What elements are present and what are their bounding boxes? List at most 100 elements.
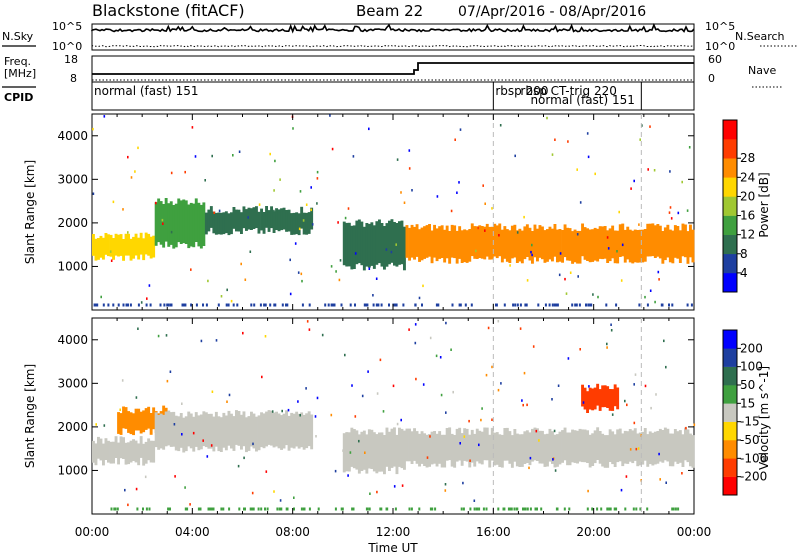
band-0-cell xyxy=(144,441,148,464)
band-1-cell xyxy=(149,413,153,435)
near-range-point xyxy=(553,303,556,307)
scatter-point xyxy=(121,379,124,382)
band-2-cell xyxy=(292,212,296,235)
near-range-point xyxy=(352,507,355,511)
near-range-point xyxy=(95,303,98,307)
near-range-point xyxy=(435,303,438,307)
band-4-cell xyxy=(415,431,419,464)
near-range-point xyxy=(529,507,532,511)
scatter-point xyxy=(677,211,680,215)
band-2-cell xyxy=(219,212,223,235)
scatter-point xyxy=(644,384,647,388)
scatter-point xyxy=(552,458,554,461)
band-5-cell xyxy=(588,387,592,410)
near-range-point xyxy=(243,507,245,511)
band-2-cell xyxy=(270,206,273,229)
scatter-point xyxy=(372,294,374,297)
scatter-point xyxy=(408,328,410,331)
band-3-cell xyxy=(345,432,349,472)
band-4-cell xyxy=(473,226,477,259)
band-0-cell xyxy=(142,443,146,466)
scatter-point xyxy=(414,323,417,326)
band-4-cell xyxy=(505,427,509,461)
band-3-cell xyxy=(362,226,366,271)
band-4-cell xyxy=(443,434,447,468)
band-1-cell xyxy=(127,411,130,433)
band-3-cell xyxy=(360,431,364,471)
scatter-point xyxy=(665,365,667,369)
velocity-colorbar-tick-label: 200 xyxy=(740,341,763,355)
scatter-point xyxy=(192,431,195,435)
scatter-point xyxy=(658,278,660,281)
band-4-cell xyxy=(603,435,607,468)
band-2-cell xyxy=(214,411,218,447)
power-colorbar-tick-label: 24 xyxy=(740,170,755,184)
band-4-cell xyxy=(628,229,632,263)
band-1-cell xyxy=(189,202,193,247)
band-4-cell xyxy=(413,428,416,461)
xtick-label: 00:00 xyxy=(75,525,110,539)
band-3-cell xyxy=(355,220,359,265)
scatter-point xyxy=(429,336,432,340)
scatter-point xyxy=(213,211,215,214)
band-3-cell xyxy=(400,220,404,265)
band-1-cell xyxy=(187,204,191,249)
band-0-cell xyxy=(124,233,128,256)
band-1-cell xyxy=(182,199,186,244)
scatter-point xyxy=(445,321,447,325)
band-2-cell xyxy=(194,412,198,447)
scatter-point xyxy=(444,489,447,492)
scatter-point xyxy=(240,262,242,266)
scatter-point xyxy=(218,209,221,213)
band-4-cell xyxy=(533,427,537,461)
power-colorbar-swatch xyxy=(723,272,737,293)
band-0-cell xyxy=(104,438,108,460)
band-1-cell xyxy=(199,204,203,249)
band-4-cell xyxy=(430,431,434,465)
near-range-point xyxy=(434,507,437,511)
band-4-cell xyxy=(518,228,522,262)
band-1-cell xyxy=(134,408,138,431)
band-4-cell xyxy=(528,432,532,466)
band-2-cell xyxy=(250,411,253,447)
scatter-point xyxy=(532,345,535,348)
band-4-cell xyxy=(568,432,572,466)
scatter-point xyxy=(499,124,502,127)
band-2-cell xyxy=(209,206,213,228)
band-2-cell xyxy=(302,414,306,450)
near-range-point xyxy=(395,303,398,307)
band-4-cell xyxy=(631,230,635,264)
band-4-cell xyxy=(621,223,625,257)
near-range-point xyxy=(385,507,388,511)
band-4-cell xyxy=(520,230,524,264)
band-4-cell xyxy=(470,429,474,463)
near-range-point xyxy=(222,507,225,511)
near-range-point xyxy=(556,303,559,307)
velocity-colorbar-tick-label: -200 xyxy=(740,470,767,484)
near-range-point xyxy=(252,507,255,511)
band-4-cell xyxy=(523,431,527,464)
scatter-point xyxy=(535,429,538,433)
near-range-point xyxy=(181,303,184,307)
band-4-cell xyxy=(591,433,595,466)
scatter-point xyxy=(144,475,147,479)
ytick-label: 2000 xyxy=(57,216,88,230)
band-4-cell xyxy=(473,433,477,467)
band-4-cell xyxy=(415,224,419,257)
band-4-cell xyxy=(646,223,650,257)
band-4-cell xyxy=(643,428,647,461)
band-3-cell xyxy=(385,427,389,467)
scatter-point xyxy=(207,279,209,283)
band-4-cell xyxy=(686,429,690,463)
band-4-cell xyxy=(468,229,472,262)
freq-series xyxy=(92,62,694,75)
velocity-colorbar-swatch xyxy=(723,458,737,477)
near-range-point xyxy=(575,303,578,307)
band-4-cell xyxy=(498,223,502,257)
band-3-cell xyxy=(398,427,401,467)
date-range: 07/Apr/2016 - 08/Apr/2016 xyxy=(458,4,646,20)
velocity-marks xyxy=(92,318,696,514)
scatter-point xyxy=(659,478,661,481)
band-0-cell xyxy=(112,441,115,464)
scatter-point xyxy=(305,203,308,206)
